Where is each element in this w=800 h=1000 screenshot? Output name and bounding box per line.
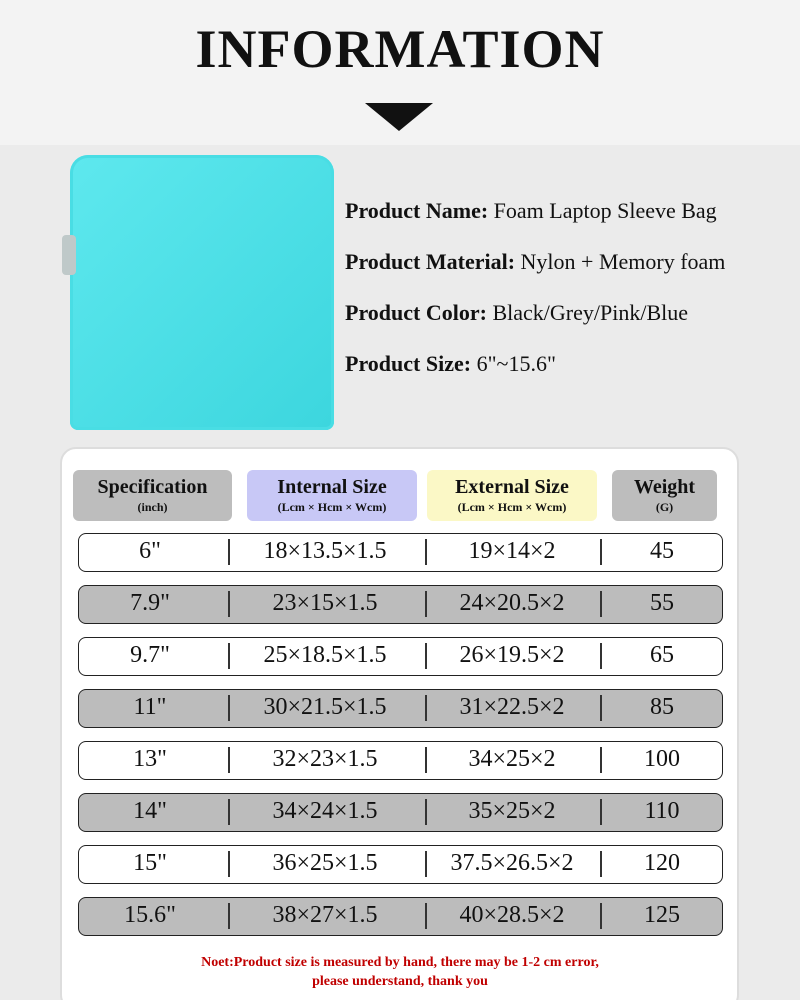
header-subtitle: (Lcm × Hcm × Wcm) xyxy=(457,500,567,514)
row-separator xyxy=(600,747,602,773)
table-cell: 120 xyxy=(644,850,680,876)
product-field: Product Size: 6"~15.6" xyxy=(345,351,556,377)
row-separator xyxy=(228,539,230,565)
table-cell: 36×25×1.5 xyxy=(272,850,378,876)
table-row xyxy=(78,793,723,832)
header-title: Weight xyxy=(633,476,696,498)
table-cell: 24×20.5×2 xyxy=(459,590,565,616)
field-label: Product Size: xyxy=(345,351,472,376)
table-row xyxy=(78,533,723,572)
table-cell: 55 xyxy=(650,590,674,616)
zipper xyxy=(62,235,76,275)
table-cell: 38×27×1.5 xyxy=(272,902,378,928)
table-cell: 110 xyxy=(644,798,680,824)
field-value: 6"~15.6" xyxy=(476,351,556,376)
table-cell: 35×25×2 xyxy=(468,798,556,824)
row-separator xyxy=(425,695,427,721)
note-line: Noet:Product size is measured by hand, t… xyxy=(201,955,599,970)
field-label: Product Color: xyxy=(345,300,487,325)
row-separator xyxy=(600,851,602,877)
table-cell: 45 xyxy=(650,538,674,564)
row-separator xyxy=(228,851,230,877)
field-label: Product Material: xyxy=(345,249,516,274)
header-subtitle: (inch) xyxy=(137,500,168,514)
product-field: Product Color: Black/Grey/Pink/Blue xyxy=(345,300,688,326)
field-label: Product Name: xyxy=(345,198,489,223)
row-separator xyxy=(228,799,230,825)
header-subtitle: (G) xyxy=(655,500,674,514)
table-row xyxy=(78,585,723,624)
row-separator xyxy=(600,643,602,669)
table-cell: 31×22.5×2 xyxy=(459,694,565,720)
product-field: Product Material: Nylon + Memory foam xyxy=(345,249,725,275)
table-row xyxy=(78,637,723,676)
table-cell: 37.5×26.5×2 xyxy=(450,850,574,876)
table-cell: 40×28.5×2 xyxy=(459,902,565,928)
table-cell: 34×24×1.5 xyxy=(272,798,378,824)
table-cell: 13" xyxy=(133,746,167,772)
table-row xyxy=(78,845,723,884)
column-header: Weight (G) xyxy=(612,470,717,521)
table-cell: 11" xyxy=(133,694,167,720)
table-cell: 26×19.5×2 xyxy=(459,642,565,668)
table-cell: 15.6" xyxy=(124,902,176,928)
table-cell: 100 xyxy=(644,746,680,772)
table-row xyxy=(78,897,723,936)
table-cell: 6" xyxy=(139,538,161,564)
row-separator xyxy=(600,539,602,565)
row-separator xyxy=(425,851,427,877)
header-title: External Size xyxy=(455,476,569,498)
field-value: Nylon + Memory foam xyxy=(520,249,726,274)
table-cell: 125 xyxy=(644,902,680,928)
row-separator xyxy=(425,799,427,825)
table-cell: 32×23×1.5 xyxy=(272,746,378,772)
row-separator xyxy=(600,591,602,617)
field-value: Black/Grey/Pink/Blue xyxy=(492,300,688,325)
row-separator xyxy=(228,591,230,617)
table-cell: 7.9" xyxy=(130,590,170,616)
column-header: Specification (inch) xyxy=(73,470,232,521)
row-separator xyxy=(600,695,602,721)
row-separator xyxy=(600,799,602,825)
title: INFORMATION xyxy=(195,19,605,79)
table-cell: 34×25×2 xyxy=(468,746,556,772)
arrow xyxy=(365,103,433,131)
table-row xyxy=(78,741,723,780)
table-cell: 19×14×2 xyxy=(468,538,556,564)
row-separator xyxy=(228,747,230,773)
header-title: Internal Size xyxy=(277,476,387,498)
table-cell: 18×13.5×1.5 xyxy=(263,538,387,564)
row-separator xyxy=(425,539,427,565)
table-cell: 14" xyxy=(133,798,167,824)
table-cell: 23×15×1.5 xyxy=(272,590,378,616)
column-header: Internal Size (Lcm × Hcm × Wcm) xyxy=(247,470,417,521)
row-separator xyxy=(228,903,230,929)
header-title: Specification xyxy=(97,476,208,498)
table-cell: 25×18.5×1.5 xyxy=(263,642,387,668)
column-header: External Size (Lcm × Hcm × Wcm) xyxy=(427,470,597,521)
row-separator xyxy=(228,695,230,721)
row-separator xyxy=(425,643,427,669)
table-row xyxy=(78,689,723,728)
row-separator xyxy=(600,903,602,929)
table-cell: 65 xyxy=(650,642,674,668)
row-separator xyxy=(425,903,427,929)
header-subtitle: (Lcm × Hcm × Wcm) xyxy=(277,500,387,514)
table-cell: 30×21.5×1.5 xyxy=(263,694,387,720)
product-image xyxy=(70,155,334,430)
note-line: please understand, thank you xyxy=(312,974,488,989)
row-separator xyxy=(425,747,427,773)
product-field: Product Name: Foam Laptop Sleeve Bag xyxy=(345,198,717,224)
table-cell: 9.7" xyxy=(130,642,170,668)
table-cell: 15" xyxy=(133,850,167,876)
row-separator xyxy=(425,591,427,617)
table-cell: 85 xyxy=(650,694,674,720)
row-separator xyxy=(228,643,230,669)
field-value: Foam Laptop Sleeve Bag xyxy=(493,198,717,223)
